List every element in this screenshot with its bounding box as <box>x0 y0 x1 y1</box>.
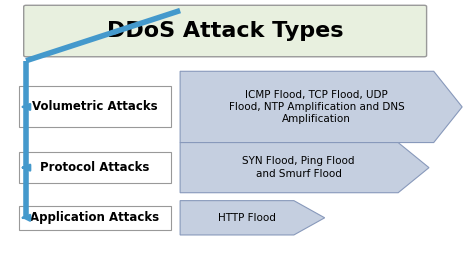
Text: DDoS Attack Types: DDoS Attack Types <box>107 21 343 41</box>
Text: SYN Flood, Ping Flood
and Smurf Flood: SYN Flood, Ping Flood and Smurf Flood <box>242 157 355 179</box>
FancyBboxPatch shape <box>19 87 171 128</box>
Text: ICMP Flood, TCP Flood, UDP
Flood, NTP Amplification and DNS
Amplification: ICMP Flood, TCP Flood, UDP Flood, NTP Am… <box>228 89 404 124</box>
Polygon shape <box>180 143 429 193</box>
Polygon shape <box>180 71 462 143</box>
Text: Volumetric Attacks: Volumetric Attacks <box>32 100 158 114</box>
FancyBboxPatch shape <box>24 5 427 57</box>
Text: HTTP Flood: HTTP Flood <box>218 213 275 223</box>
Text: Protocol Attacks: Protocol Attacks <box>40 161 149 174</box>
Polygon shape <box>180 201 325 235</box>
FancyBboxPatch shape <box>19 206 171 230</box>
Text: Application Attacks: Application Attacks <box>30 211 159 224</box>
FancyBboxPatch shape <box>19 153 171 183</box>
